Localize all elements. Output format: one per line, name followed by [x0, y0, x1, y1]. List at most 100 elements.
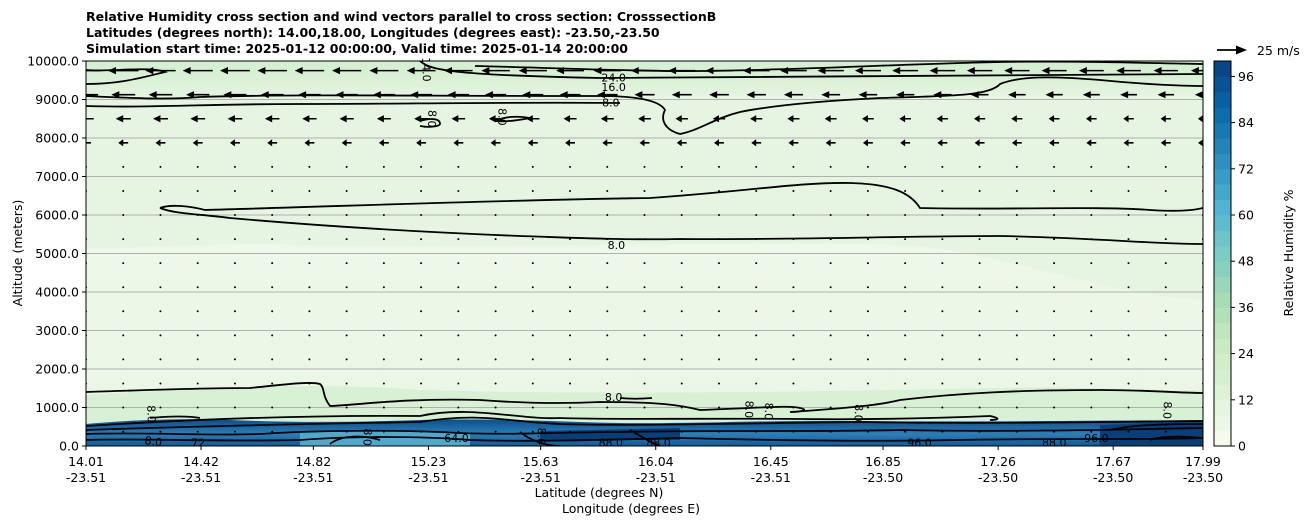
x-axis-label: Latitude (degrees N)	[535, 485, 664, 500]
wind-vector	[978, 262, 981, 265]
wind-vector	[457, 382, 460, 385]
wind-vector	[559, 91, 581, 99]
wind-vector	[1190, 67, 1203, 75]
wind-vector	[196, 165, 199, 168]
wind-vector	[854, 67, 881, 75]
wind-vector	[563, 115, 577, 123]
wind-vector	[531, 165, 534, 168]
wind-vector	[271, 214, 274, 216]
wind-vector	[122, 286, 125, 289]
wind-vector	[345, 358, 348, 361]
wind-vector	[1164, 286, 1167, 289]
wind-vector	[1153, 67, 1178, 75]
wind-vector	[1053, 262, 1056, 265]
wind-vector	[565, 139, 575, 147]
wind-vector	[531, 286, 534, 289]
wind-vector	[494, 262, 497, 265]
x-tick-label-lat: 17.99	[1185, 454, 1221, 469]
wind-vector	[676, 139, 687, 147]
wind-vector	[122, 165, 125, 168]
colorbar-tick-label: 36	[1238, 300, 1254, 315]
wind-vector	[308, 238, 311, 241]
wind-vector	[978, 382, 981, 385]
wind-vector	[302, 115, 317, 123]
chart-title-line-1: Relative Humidity cross section and wind…	[86, 9, 716, 24]
wind-vector	[271, 286, 274, 289]
wind-vector	[933, 91, 952, 99]
y-tick-label: 1000.0	[35, 400, 79, 415]
contour-label: 8.0	[602, 96, 620, 109]
wind-vector	[420, 165, 423, 168]
x-tick-label-lon: -23.51	[636, 470, 676, 485]
wind-vector	[531, 430, 534, 433]
x-tick-label-lat: 15.23	[410, 454, 446, 469]
wind-vector	[376, 115, 391, 123]
colorbar-frame	[1213, 60, 1232, 447]
wind-vector	[755, 165, 758, 168]
wind-vector	[569, 358, 572, 361]
wind-vector	[457, 238, 460, 241]
wind-vector	[341, 139, 352, 147]
contour-label: 8.0	[534, 427, 548, 445]
wind-vector	[602, 139, 613, 147]
wind-vector	[904, 430, 907, 433]
x-tick-label-lon: -23.51	[521, 470, 561, 485]
x-tick-label-lon: -23.50	[1093, 470, 1133, 485]
wind-vector	[1127, 262, 1130, 265]
wind-vector	[824, 115, 837, 123]
x-tick-label-lat: 17.26	[980, 454, 1016, 469]
y-axis: 0.0 1000.0 2000.0 3000.0 4000.0 5000.0 6000.0 7…	[27, 54, 86, 454]
wind-vector	[712, 115, 726, 123]
wind-vector	[233, 382, 236, 385]
contour-label: 88.0	[599, 437, 624, 450]
wind-vector	[817, 67, 844, 75]
wind-vector	[751, 139, 762, 147]
y-tick-label: 4000.0	[35, 285, 79, 300]
wind-vector	[829, 430, 832, 433]
wind-vector	[518, 67, 547, 75]
contour-label: 88.0	[1042, 436, 1067, 449]
wind-vector	[829, 310, 832, 313]
wind-vector	[675, 115, 689, 123]
wind-vector	[639, 139, 650, 147]
colorbar-segment	[1214, 61, 1231, 77]
wind-vector	[904, 382, 907, 385]
wind-vector	[294, 67, 325, 75]
wind-vector	[308, 262, 311, 265]
wind-vector	[1164, 334, 1167, 337]
wind-vector	[494, 406, 497, 409]
wind-vector	[1164, 310, 1167, 313]
wind-vector	[1090, 406, 1093, 409]
wind-vector	[569, 262, 572, 265]
wind-vector	[1015, 334, 1018, 337]
wind-vector	[600, 115, 614, 123]
wind-vector	[717, 286, 720, 289]
wind-vector	[271, 310, 274, 313]
wind-vector	[792, 358, 795, 361]
wind-vector	[372, 91, 395, 99]
wind-vector	[1164, 189, 1167, 192]
wind-vector	[308, 214, 311, 216]
wind-vector	[457, 406, 460, 409]
wind-vector	[382, 238, 385, 241]
wind-vector	[1015, 165, 1018, 168]
wind-vector	[267, 139, 278, 147]
wind-vector	[531, 382, 534, 385]
wind-vector	[866, 189, 869, 192]
colorbar-segment	[1214, 399, 1231, 416]
wind-vector	[1078, 67, 1104, 75]
wind-vector	[457, 430, 460, 433]
wind-vector	[1090, 238, 1093, 241]
colorbar-tick-label: 24	[1238, 346, 1254, 361]
wind-vector	[233, 334, 236, 337]
wind-vector	[1164, 214, 1167, 216]
wind-vector	[978, 358, 981, 361]
wind-vector	[1015, 382, 1018, 385]
y-tick-label: 0.0	[59, 439, 79, 454]
wind-vector	[378, 139, 389, 147]
wind-vector	[1120, 91, 1137, 99]
colorbar-segment	[1214, 292, 1231, 308]
wind-vector	[457, 262, 460, 265]
wind-vector	[978, 334, 981, 337]
wind-vector	[308, 189, 311, 192]
